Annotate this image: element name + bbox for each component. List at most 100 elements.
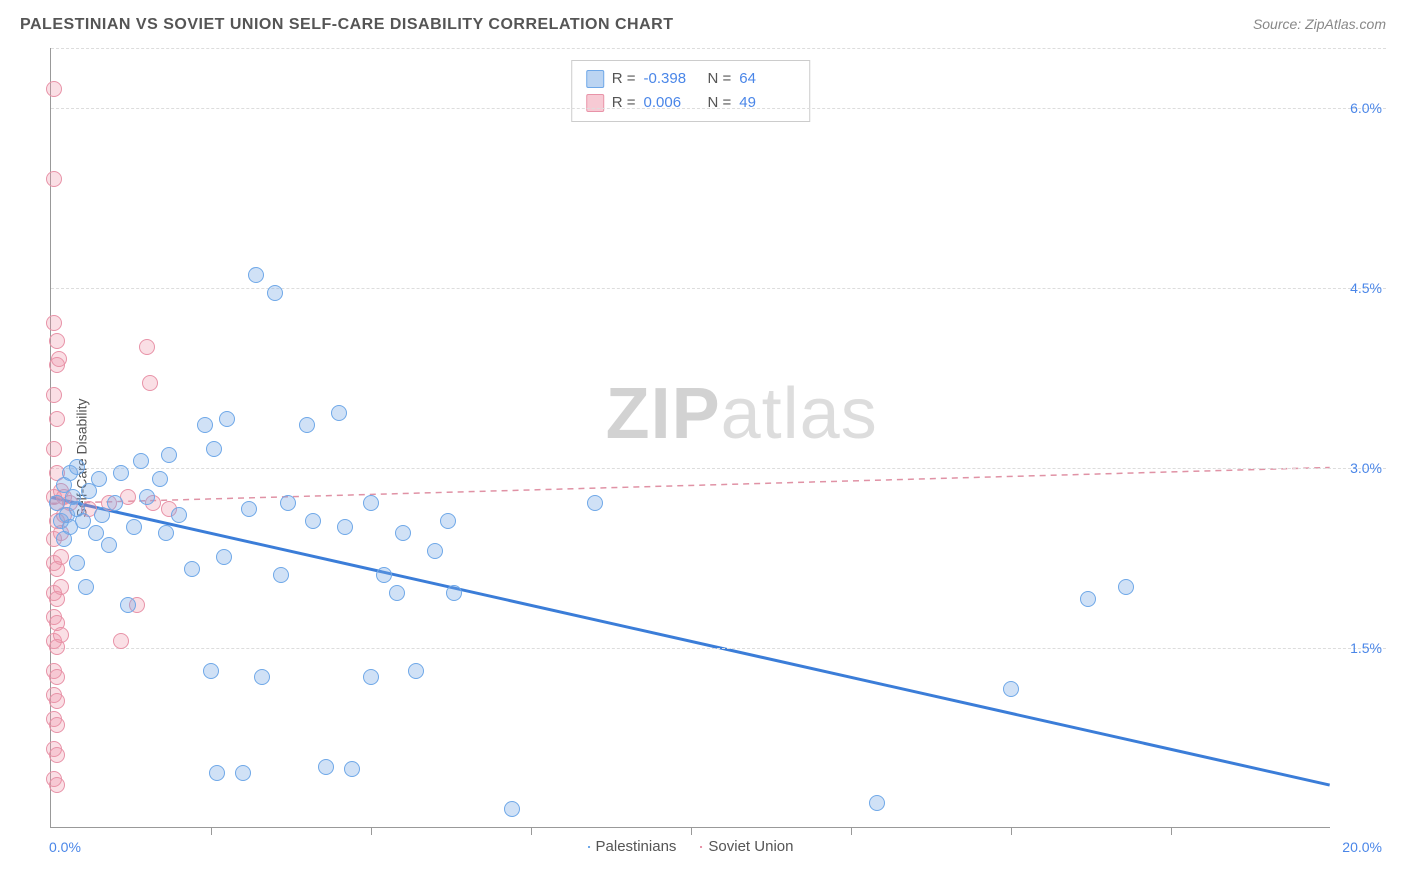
legend-label: Soviet Union <box>708 838 793 855</box>
data-point <box>49 333 65 349</box>
data-point <box>197 417 213 433</box>
data-point <box>280 495 296 511</box>
watermark-rest: atlas <box>721 374 878 454</box>
data-point <box>46 315 62 331</box>
data-point <box>69 555 85 571</box>
y-axis-tick-label: 1.5% <box>1350 640 1382 656</box>
data-point <box>235 765 251 781</box>
x-axis-tick <box>691 827 692 835</box>
data-point <box>267 285 283 301</box>
data-point <box>49 411 65 427</box>
stat-n-label: N = <box>708 91 732 115</box>
data-point <box>389 585 405 601</box>
data-point <box>139 489 155 505</box>
data-point <box>53 579 69 595</box>
y-axis-tick-label: 6.0% <box>1350 100 1382 116</box>
data-point <box>1080 591 1096 607</box>
data-point <box>101 537 117 553</box>
data-point <box>113 465 129 481</box>
data-point <box>254 669 270 685</box>
data-point <box>171 507 187 523</box>
data-point <box>120 597 136 613</box>
y-axis-tick-label: 4.5% <box>1350 280 1382 296</box>
data-point <box>51 351 67 367</box>
stat-n-value: 64 <box>739 67 795 91</box>
data-point <box>206 441 222 457</box>
gridline <box>51 108 1386 109</box>
stat-r-label: R = <box>612 91 636 115</box>
watermark-bold: ZIP <box>606 374 721 454</box>
stat-n-label: N = <box>708 67 732 91</box>
data-point <box>107 495 123 511</box>
gridline <box>51 468 1386 469</box>
data-point <box>126 519 142 535</box>
chart-title: PALESTINIAN VS SOVIET UNION SELF-CARE DI… <box>20 16 673 34</box>
stat-r-value: -0.398 <box>644 67 700 91</box>
data-point <box>427 543 443 559</box>
data-point <box>53 627 69 643</box>
data-point <box>161 447 177 463</box>
gridline <box>51 288 1386 289</box>
data-point <box>78 579 94 595</box>
data-point <box>216 549 232 565</box>
data-point <box>203 663 219 679</box>
watermark: ZIPatlas <box>606 373 878 455</box>
data-point <box>69 459 85 475</box>
stats-row-blue: R = -0.398 N = 64 <box>586 67 796 91</box>
legend-label: Palestinians <box>596 838 677 855</box>
data-point <box>46 441 62 457</box>
data-point <box>248 267 264 283</box>
x-axis-tick <box>851 827 852 835</box>
stat-r-label: R = <box>612 67 636 91</box>
x-axis-min-label: 0.0% <box>49 839 81 855</box>
data-point <box>94 507 110 523</box>
data-point <box>46 81 62 97</box>
data-point <box>139 339 155 355</box>
data-point <box>142 375 158 391</box>
data-point <box>408 663 424 679</box>
data-point <box>49 693 65 709</box>
data-point <box>305 513 321 529</box>
data-point <box>49 777 65 793</box>
plot-area: ZIPatlas R = -0.398 N = 64 R = 0.006 N =… <box>50 48 1330 828</box>
data-point <box>318 759 334 775</box>
data-point <box>363 495 379 511</box>
legend-item-blue: Palestinians <box>588 838 677 855</box>
data-point <box>344 761 360 777</box>
swatch-pink-icon <box>586 94 604 112</box>
data-point <box>219 411 235 427</box>
legend: Palestinians Soviet Union <box>588 838 794 855</box>
x-axis-tick <box>531 827 532 835</box>
data-point <box>184 561 200 577</box>
x-axis-tick <box>211 827 212 835</box>
chart-source: Source: ZipAtlas.com <box>1253 16 1386 32</box>
data-point <box>376 567 392 583</box>
data-point <box>49 747 65 763</box>
data-point <box>1003 681 1019 697</box>
data-point <box>587 495 603 511</box>
data-point <box>299 417 315 433</box>
data-point <box>209 765 225 781</box>
data-point <box>152 471 168 487</box>
stat-n-value: 49 <box>739 91 795 115</box>
gridline <box>51 648 1386 649</box>
data-point <box>440 513 456 529</box>
data-point <box>1118 579 1134 595</box>
swatch-blue-icon <box>588 846 590 848</box>
data-point <box>363 669 379 685</box>
data-point <box>446 585 462 601</box>
data-point <box>46 387 62 403</box>
data-point <box>46 171 62 187</box>
data-point <box>49 717 65 733</box>
swatch-blue-icon <box>586 70 604 88</box>
gridline <box>51 48 1386 49</box>
data-point <box>241 501 257 517</box>
data-point <box>331 405 347 421</box>
legend-item-pink: Soviet Union <box>700 838 793 855</box>
y-axis-tick-label: 3.0% <box>1350 460 1382 476</box>
data-point <box>869 795 885 811</box>
data-point <box>158 525 174 541</box>
stats-box: R = -0.398 N = 64 R = 0.006 N = 49 <box>571 60 811 122</box>
data-point <box>395 525 411 541</box>
data-point <box>53 549 69 565</box>
